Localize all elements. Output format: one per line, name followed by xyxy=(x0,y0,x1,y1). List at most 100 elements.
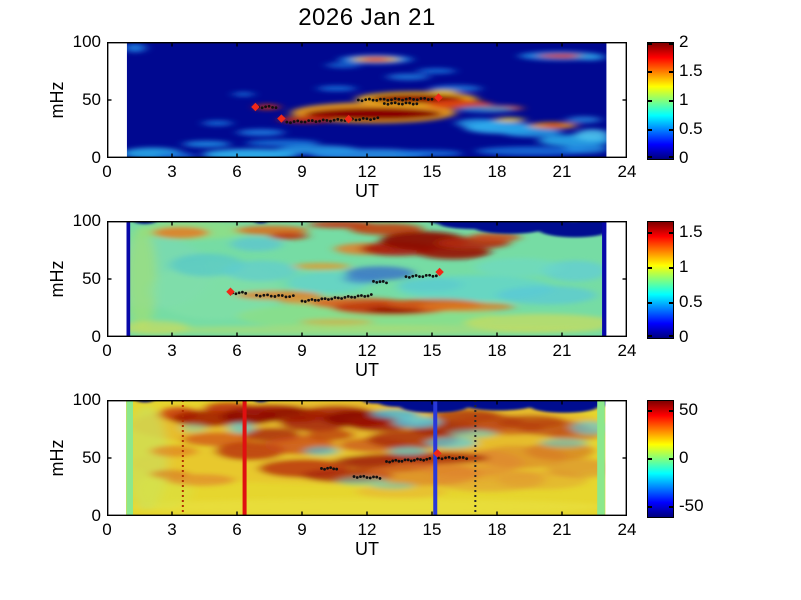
axes-box xyxy=(107,221,627,337)
x-tick-label: 24 xyxy=(617,520,637,539)
y-tick-label: 100 xyxy=(72,32,101,51)
x-tick-label: 18 xyxy=(487,341,507,360)
x-axis-label: UT xyxy=(355,360,379,380)
colorbar-tick xyxy=(648,100,652,102)
no-data-gap xyxy=(107,221,127,337)
y-tick-label: 0 xyxy=(91,148,101,167)
ridge-trace-markers xyxy=(382,101,419,106)
colorbar-tick xyxy=(648,335,652,337)
spectral-blobs-layer xyxy=(122,43,612,158)
colorbar-tick-label: 0 xyxy=(679,327,689,346)
data-edge-stripe xyxy=(597,400,605,516)
colorbar-tick xyxy=(648,410,652,413)
ridge-trace-markers xyxy=(285,116,380,125)
y-tick-label: 0 xyxy=(91,506,101,525)
colorbar-tick-label: 1.5 xyxy=(679,61,703,80)
x-tick-label: 6 xyxy=(232,162,242,181)
colorbar-tick-label: 0 xyxy=(679,448,689,467)
x-tick-label: 24 xyxy=(617,341,637,360)
x-tick-label: 18 xyxy=(487,520,507,539)
x-axis-label: UT xyxy=(355,181,379,201)
colorbar-tick xyxy=(669,266,673,269)
x-tick-label: 6 xyxy=(232,520,242,539)
colorbar-tick xyxy=(669,410,673,413)
colorbar-tick xyxy=(669,71,673,73)
y-axis-label: mHz xyxy=(47,439,67,477)
colorbar-tick-label: 50 xyxy=(679,400,698,420)
colorbar-tick-label: 0.5 xyxy=(679,291,703,311)
x-tick-label: 3 xyxy=(167,520,177,539)
axes-box xyxy=(107,400,627,516)
no-data-gap xyxy=(605,400,627,516)
colorbar-tick xyxy=(669,335,673,337)
ridge-trace-markers xyxy=(255,293,295,299)
y-tick-label: 100 xyxy=(72,390,101,409)
event-diamond-marker xyxy=(434,93,443,102)
y-tick-label: 50 xyxy=(82,90,101,109)
colorbar-tick xyxy=(648,156,652,158)
colorbar-tick-label: 1.5 xyxy=(679,221,703,241)
colorbar-tick xyxy=(648,266,652,269)
ridge-trace-markers xyxy=(385,456,432,464)
x-tick-label: 6 xyxy=(232,341,242,360)
x-tick-label: 12 xyxy=(357,341,377,360)
ridge-trace-markers xyxy=(356,96,434,103)
colorbar-tick xyxy=(648,301,652,304)
x-tick-label: 15 xyxy=(422,341,442,360)
masked-region-layer xyxy=(134,221,623,238)
no-data-gap xyxy=(107,400,127,516)
ridge-trace-markers xyxy=(352,474,382,480)
data-edge-stripe xyxy=(602,221,607,337)
spectral-blobs-layer xyxy=(124,400,617,515)
colorbar-tick xyxy=(669,301,673,304)
axes-box xyxy=(107,42,627,158)
x-tick-label: 21 xyxy=(552,520,572,539)
no-data-gap xyxy=(606,42,627,158)
spectral-blobs-layer xyxy=(107,221,617,335)
ridge-trace-markers xyxy=(320,466,339,471)
x-tick-label: 9 xyxy=(297,341,307,360)
colorbar-tick-label: 2 xyxy=(679,32,689,51)
colorbar-tick xyxy=(648,458,652,460)
colorbar-tick xyxy=(669,458,673,460)
event-diamond-marker xyxy=(435,267,444,277)
colorbar-tick-label: 0 xyxy=(679,148,689,167)
ridge-trace-markers xyxy=(372,279,388,285)
x-tick-label: 0 xyxy=(102,520,112,539)
data-edge-stripe xyxy=(126,221,131,337)
panel-1-power-spectrogram xyxy=(107,42,627,158)
x-tick-label: 3 xyxy=(167,162,177,181)
colorbar-tick xyxy=(669,100,673,102)
y-tick-label: 50 xyxy=(82,269,101,288)
figure-title: 2026 Jan 21 xyxy=(298,4,436,31)
colorbar-tick-label: 1 xyxy=(679,256,689,276)
y-axis-label: mHz xyxy=(47,260,67,298)
plot-area xyxy=(107,400,627,516)
plot-area xyxy=(107,42,627,158)
panel-2-coherence-spectrogram xyxy=(107,221,627,337)
colorbar-tick-label: -50 xyxy=(679,495,704,515)
colorbar-tick xyxy=(648,231,652,234)
x-tick-label: 12 xyxy=(357,520,377,539)
x-tick-label: 9 xyxy=(297,520,307,539)
x-tick-label: 3 xyxy=(167,341,177,360)
y-axis-label: mHz xyxy=(47,81,67,119)
colorbar-tick xyxy=(669,505,673,508)
colorbar-tick xyxy=(669,43,673,45)
no-data-gap xyxy=(606,221,627,337)
colorbar-tick-label: 1 xyxy=(679,90,689,109)
x-tick-label: 0 xyxy=(102,162,112,181)
ridge-trace-markers xyxy=(300,293,373,303)
colorbar-tick xyxy=(669,129,673,131)
x-tick-label: 15 xyxy=(422,162,442,181)
ridge-trace-markers xyxy=(437,455,469,461)
plot-area xyxy=(107,221,627,337)
x-tick-label: 12 xyxy=(357,162,377,181)
y-tick-label: 0 xyxy=(91,327,101,346)
y-tick-label: 50 xyxy=(82,448,101,467)
event-diamond-marker xyxy=(433,449,442,458)
colorbar xyxy=(647,221,674,339)
x-tick-label: 21 xyxy=(552,341,572,360)
x-tick-label: 21 xyxy=(552,162,572,181)
